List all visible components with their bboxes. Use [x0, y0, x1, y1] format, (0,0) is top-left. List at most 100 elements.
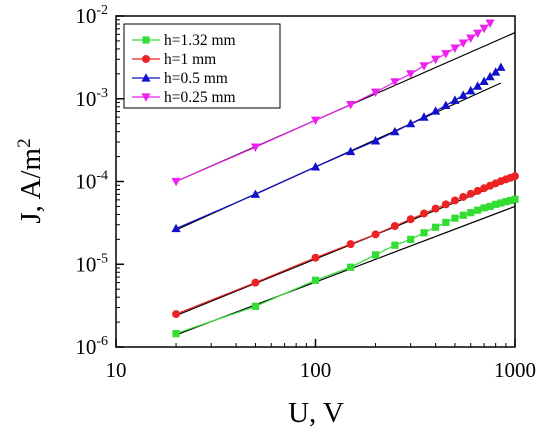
- data-point: [441, 100, 451, 110]
- legend-marker: [141, 93, 151, 102]
- data-point: [442, 218, 450, 227]
- data-point: [511, 195, 519, 203]
- data-point: [479, 76, 489, 86]
- data-point: [485, 19, 495, 28]
- data-point: [420, 209, 429, 218]
- x-axis-label: U, V: [288, 397, 344, 429]
- data-point: [432, 223, 440, 231]
- data-point: [172, 330, 180, 338]
- data-point: [480, 184, 489, 193]
- data-point: [346, 240, 355, 249]
- data-point: [311, 276, 320, 284]
- y-tick-label: 10-5: [75, 251, 108, 276]
- data-point: [370, 136, 381, 145]
- data-point: [441, 50, 451, 59]
- data-point: [474, 206, 482, 214]
- legend-marker: [141, 73, 151, 82]
- data-point: [390, 126, 400, 136]
- legend-label: h=1.32 mm: [164, 32, 236, 49]
- data-point: [450, 196, 459, 205]
- data-point: [480, 204, 488, 212]
- data-point: [473, 29, 483, 38]
- data-point: [467, 209, 475, 217]
- data-point: [390, 221, 399, 230]
- data-point: [371, 230, 380, 239]
- legend-label: h=1 mm: [164, 51, 216, 68]
- data-point: [310, 162, 321, 171]
- y-tick-label: 10-2: [75, 3, 108, 28]
- data-point: [491, 67, 501, 76]
- data-point: [346, 146, 356, 156]
- legend-marker: [142, 55, 150, 63]
- data-point: [391, 241, 399, 249]
- data-point: [370, 88, 381, 97]
- x-tick-label: 10: [106, 358, 127, 382]
- data-point: [459, 192, 468, 201]
- data-point: [420, 229, 428, 237]
- y-axis: 10-6 10-5 10-4 10-3 10-2: [75, 3, 124, 359]
- data-point: [502, 198, 510, 206]
- data-point: [486, 202, 494, 211]
- series-group: [171, 19, 495, 187]
- series-group: [172, 195, 519, 338]
- y-axis-label-base: J, A/m: [15, 147, 47, 223]
- data-point: [485, 71, 495, 81]
- data-point: [479, 24, 489, 34]
- data-point: [506, 196, 515, 205]
- series-group: [171, 62, 506, 233]
- data-point: [311, 253, 320, 262]
- data-point: [406, 118, 416, 128]
- data-point: [390, 78, 400, 87]
- data-point: [407, 235, 415, 243]
- data-point: [431, 106, 441, 115]
- x-tick-label: 1000: [494, 358, 536, 382]
- data-point: [496, 62, 506, 71]
- data-point: [250, 143, 261, 152]
- y-tick-label: 10-6: [75, 334, 108, 359]
- y-axis-label-sup: 2: [14, 138, 35, 148]
- data-point: [466, 189, 475, 198]
- data-point: [172, 310, 181, 319]
- data-point: [406, 70, 416, 79]
- legend: h=1.32 mm h=1 mm h=0.5 mm h=0.25 mm: [123, 23, 281, 109]
- data-point: [251, 278, 260, 287]
- data-point: [371, 251, 380, 259]
- legend-label: h=0.5 mm: [164, 70, 228, 87]
- data-point: [466, 34, 476, 43]
- data-point: [171, 223, 181, 233]
- data-series: [171, 19, 519, 338]
- x-axis: 10 100 1000: [106, 339, 536, 382]
- y-tick-label: 10-4: [75, 169, 108, 194]
- data-point: [466, 85, 476, 95]
- data-point: [450, 95, 460, 104]
- data-point: [458, 39, 468, 48]
- data-point: [346, 100, 356, 110]
- data-point: [451, 214, 459, 222]
- data-point: [458, 90, 468, 99]
- data-point: [250, 189, 261, 198]
- data-point: [459, 211, 467, 219]
- data-point: [473, 186, 482, 195]
- data-point: [511, 172, 519, 181]
- data-point: [441, 200, 450, 209]
- data-point: [406, 215, 415, 224]
- x-tick-label: 100: [300, 358, 332, 382]
- data-point: [310, 116, 321, 126]
- y-axis-label: J, A/m2: [14, 138, 48, 223]
- legend-label: h=0.25 mm: [164, 89, 236, 106]
- data-point: [419, 62, 429, 71]
- data-point: [431, 204, 440, 213]
- data-point: [473, 81, 483, 90]
- data-point: [450, 44, 460, 53]
- data-point: [497, 199, 505, 207]
- series-line: [175, 198, 516, 335]
- data-point: [347, 263, 355, 271]
- data-point: [251, 302, 260, 310]
- data-point: [431, 55, 441, 65]
- legend-marker: [142, 36, 150, 44]
- data-point: [492, 200, 500, 208]
- data-point: [171, 177, 181, 187]
- fit-line: [175, 205, 516, 336]
- y-tick-label: 10-3: [75, 86, 108, 111]
